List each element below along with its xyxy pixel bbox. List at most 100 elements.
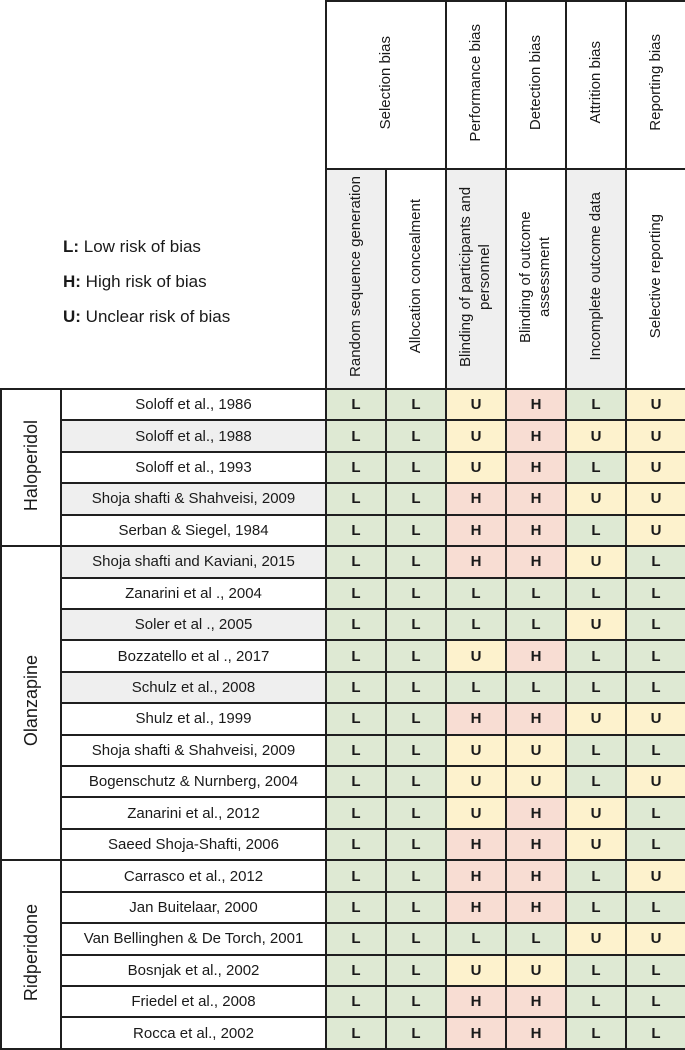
rating-cell: U — [625, 419, 685, 453]
rating-cell: L — [325, 922, 388, 956]
column-group-label: Reporting bias — [646, 34, 664, 131]
rating-cell: U — [625, 859, 685, 893]
rating-cell: L — [325, 765, 388, 799]
rating-cell: L — [565, 639, 628, 673]
study-name: Serban & Siegel, 1984 — [59, 513, 328, 548]
rating-cell: H — [505, 450, 568, 485]
table-row: Saeed Shoja-Shafti, 2006 L L H H U L — [1, 827, 685, 862]
rating-cell: H — [505, 890, 568, 925]
table-row: Soloff et al., 1988 L L U H U U — [1, 419, 685, 453]
rating-cell: H — [505, 513, 568, 548]
study-name: Rocca et al., 2002 — [59, 1016, 328, 1050]
rating-cell: L — [325, 702, 388, 736]
rating-cell: L — [385, 765, 448, 799]
drug-group-label: Olanzapine — [0, 545, 62, 862]
rating-cell: H — [505, 482, 568, 516]
rating-cell: U — [565, 482, 628, 516]
study-name: Bosnjak et al., 2002 — [59, 953, 328, 988]
rating-cell: H — [505, 985, 568, 1019]
table-row: Jan Buitelaar, 2000 L L H H L L — [1, 890, 685, 925]
column-header-label: Incomplete outcome data — [586, 192, 604, 361]
rating-cell: H — [445, 985, 508, 1019]
study-name: Van Bellinghen & De Torch, 2001 — [59, 922, 328, 956]
rating-cell: H — [505, 419, 568, 453]
column-group-label: Detection bias — [526, 34, 544, 131]
study-name: Bogenschutz & Nurnberg, 2004 — [59, 765, 328, 799]
rating-cell: L — [565, 859, 628, 893]
table-row: Bosnjak et al., 2002 L L U U L L — [1, 953, 685, 988]
study-name: Jan Buitelaar, 2000 — [59, 890, 328, 925]
drug-group-label: Haloperidol — [0, 387, 62, 548]
rating-cell: L — [325, 419, 388, 453]
rating-cell: L — [325, 953, 388, 988]
rating-cell: L — [625, 733, 685, 768]
column-group-attrition-bias: Attrition bias — [565, 0, 628, 170]
column-header-label: Selective reporting — [646, 214, 664, 339]
rating-cell: L — [385, 733, 448, 768]
rating-cell: L — [385, 576, 448, 610]
rating-cell: L — [325, 545, 388, 579]
column-incomplete-outcome-data: Incomplete outcome data — [565, 168, 628, 390]
rating-cell: L — [625, 827, 685, 862]
column-blinding-participants: Blinding of participants and personnel — [445, 168, 508, 390]
study-name: Soloff et al., 1988 — [59, 419, 328, 453]
table-row: Serban & Siegel, 1984 L L H H L U — [1, 513, 685, 548]
table-row: Bogenschutz & Nurnberg, 2004 L L U U L U — [1, 765, 685, 799]
rating-cell: L — [385, 545, 448, 579]
legend-unclear: U: Unclear risk of bias — [63, 299, 325, 334]
rating-cell: L — [385, 639, 448, 673]
rating-cell: L — [325, 827, 388, 862]
rating-cell: L — [385, 890, 448, 925]
study-name: Zanarini et al., 2012 — [59, 796, 328, 830]
rating-cell: L — [565, 387, 628, 422]
column-group-selection-bias: Selection bias — [325, 0, 448, 170]
study-name: Soloff et al., 1986 — [59, 387, 328, 422]
rating-cell: L — [325, 576, 388, 610]
rating-cell: L — [625, 607, 685, 642]
rating-cell: L — [565, 513, 628, 548]
rating-cell: L — [445, 670, 508, 705]
rating-cell: L — [385, 1016, 448, 1050]
rating-cell: L — [565, 576, 628, 610]
rating-cell: L — [565, 953, 628, 988]
drug-group-label: Ridperidone — [0, 859, 62, 1050]
legend-low: L: Low risk of bias — [63, 229, 325, 264]
rating-cell: L — [385, 985, 448, 1019]
rating-cell: L — [385, 607, 448, 642]
rating-cell: U — [445, 450, 508, 485]
rating-cell: L — [445, 576, 508, 610]
table-row: Friedel et al., 2008 L L H H L L — [1, 985, 685, 1019]
rating-cell: U — [625, 922, 685, 956]
rating-cell: L — [505, 576, 568, 610]
rating-cell: L — [325, 733, 388, 768]
table-row: Ridperidone Carrasco et al., 2012 L L H H L U — [0, 859, 685, 1050]
study-name: Friedel et al., 2008 — [59, 985, 328, 1019]
column-selective-reporting: Selective reporting — [625, 168, 685, 390]
rating-cell: L — [325, 639, 388, 673]
column-group-performance-bias: Performance bias — [445, 0, 508, 170]
rating-cell: U — [445, 765, 508, 799]
rating-cell: H — [505, 1016, 568, 1050]
rating-cell: L — [385, 387, 448, 422]
rating-cell: U — [625, 450, 685, 485]
rating-cell: L — [625, 985, 685, 1019]
rating-cell: L — [325, 859, 388, 893]
column-allocation-concealment: Allocation concealment — [385, 168, 448, 390]
table-row: Bozzatello et al ., 2017 L L U H L L — [1, 639, 685, 673]
rating-cell: L — [505, 607, 568, 642]
column-header-label: Random sequence generation — [346, 176, 364, 377]
rating-cell: L — [385, 513, 448, 548]
rating-cell: U — [505, 765, 568, 799]
rating-cell: L — [325, 890, 388, 925]
rating-cell: U — [505, 953, 568, 988]
rating-cell: L — [385, 796, 448, 830]
legend-high-text: High risk of bias — [80, 272, 207, 291]
rating-cell: L — [325, 796, 388, 830]
rating-cell: L — [565, 450, 628, 485]
column-group-reporting-bias: Reporting bias — [625, 0, 685, 170]
legend-unclear-text: Unclear risk of bias — [80, 307, 231, 326]
legend-area: L: Low risk of bias H: High risk of bias… — [1, 1, 327, 389]
rating-cell: U — [625, 482, 685, 516]
study-name: Bozzatello et al ., 2017 — [59, 639, 328, 673]
study-name: Soloff et al., 1993 — [59, 450, 328, 485]
